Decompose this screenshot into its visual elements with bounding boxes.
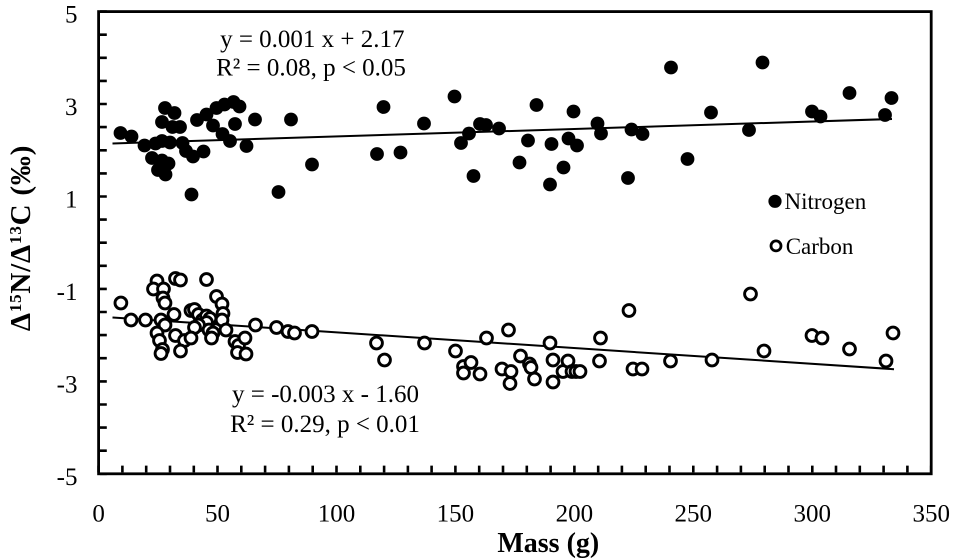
svg-text:Carbon: Carbon — [786, 234, 854, 259]
svg-text:R² = 0.29, p < 0.01: R² = 0.29, p < 0.01 — [230, 411, 420, 438]
svg-text:350: 350 — [912, 501, 950, 528]
svg-text:-5: -5 — [57, 464, 78, 491]
svg-text:Nitrogen: Nitrogen — [785, 189, 867, 214]
svg-text:150: 150 — [437, 501, 475, 528]
svg-text:300: 300 — [794, 501, 832, 528]
svg-text:-3: -3 — [57, 371, 78, 398]
svg-text:50: 50 — [205, 501, 230, 528]
svg-text:3: 3 — [65, 94, 78, 121]
svg-text:Mass (g): Mass (g) — [497, 528, 599, 559]
svg-text:250: 250 — [675, 501, 713, 528]
svg-text:0: 0 — [92, 501, 105, 528]
svg-text:Δ15N/Δ13C (‰): Δ15N/Δ13C (‰) — [5, 145, 37, 331]
svg-text:5: 5 — [65, 2, 78, 29]
svg-text:-1: -1 — [57, 279, 78, 306]
svg-text:200: 200 — [556, 501, 594, 528]
svg-text:100: 100 — [318, 501, 356, 528]
svg-text:1: 1 — [65, 187, 78, 214]
svg-text:y = 0.001 x + 2.17: y = 0.001 x + 2.17 — [220, 26, 404, 53]
svg-text:y = -0.003 x - 1.60: y = -0.003 x - 1.60 — [232, 381, 419, 408]
svg-text:R² = 0.08, p < 0.05: R² = 0.08, p < 0.05 — [216, 55, 406, 82]
